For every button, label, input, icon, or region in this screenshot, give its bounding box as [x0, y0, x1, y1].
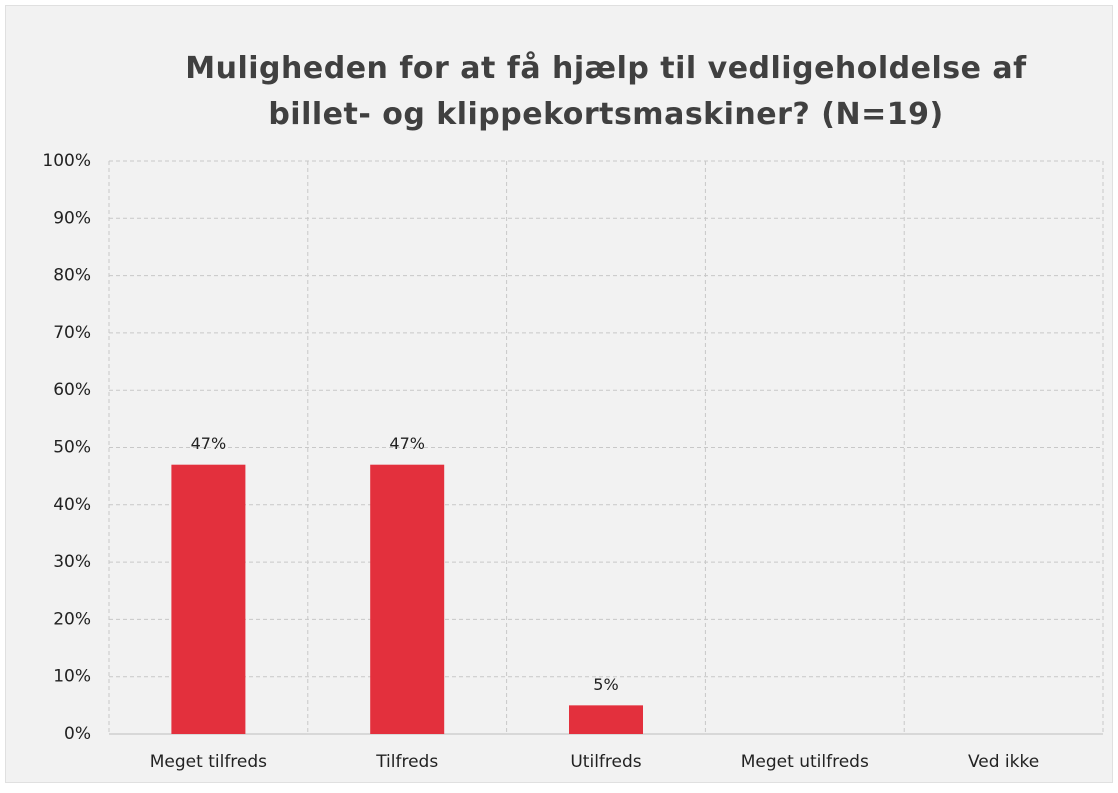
bar: [569, 705, 643, 734]
y-tick-label: 40%: [53, 495, 91, 515]
y-tick-label: 70%: [53, 323, 91, 343]
y-tick-label: 10%: [53, 667, 91, 687]
y-tick-label: 30%: [53, 552, 91, 572]
data-label: 47%: [191, 434, 227, 453]
y-tick-label: 0%: [64, 724, 91, 744]
x-tick-label: Tilfreds: [375, 752, 438, 772]
y-tick-label: 50%: [53, 438, 91, 458]
x-tick-label: Meget tilfreds: [150, 752, 267, 772]
x-tick-label: Utilfreds: [570, 752, 641, 772]
y-tick-label: 80%: [53, 266, 91, 286]
bar: [171, 464, 246, 734]
x-tick-label: Meget utilfreds: [741, 752, 869, 772]
y-tick-label: 20%: [53, 609, 91, 629]
y-tick-label: 60%: [53, 380, 91, 400]
y-tick-label: 90%: [53, 208, 91, 228]
y-tick-label: 100%: [42, 151, 91, 171]
data-label: 47%: [389, 434, 425, 453]
chart-area: Muligheden for at få hjælp til vedligeho…: [5, 5, 1113, 783]
x-tick-label: Ved ikke: [968, 752, 1039, 772]
data-label: 5%: [593, 675, 618, 694]
bar: [370, 464, 445, 734]
chart-title: Muligheden for at få hjælp til vedligeho…: [185, 51, 1027, 132]
